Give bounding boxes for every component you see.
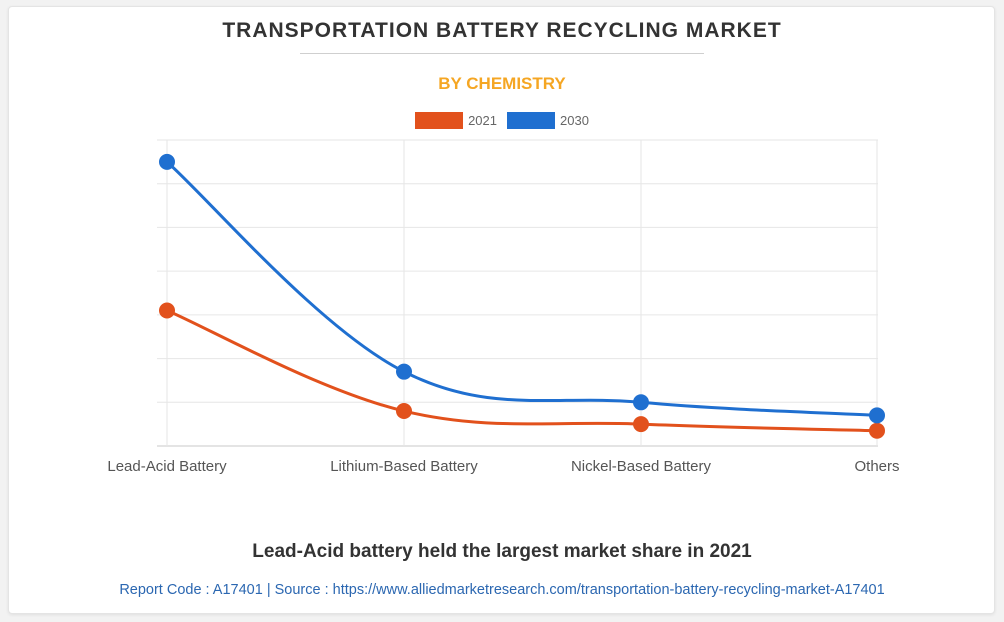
legend-label-2030: 2030: [560, 113, 589, 128]
data-point-2021-0[interactable]: [159, 302, 175, 319]
legend-label-2021: 2021: [468, 113, 497, 128]
x-tick-label: Lead-Acid Battery: [107, 458, 227, 475]
data-point-2030-1[interactable]: [396, 363, 412, 380]
chart-title: TRANSPORTATION BATTERY RECYCLING MARKET: [222, 19, 782, 42]
data-point-2030-2[interactable]: [633, 394, 649, 411]
data-point-2030-0[interactable]: [159, 153, 175, 170]
legend-swatch-2030: [507, 112, 555, 129]
grid-layer: [157, 139, 878, 447]
series-line-2021: [166, 309, 878, 433]
x-axis-labels: Lead-Acid Battery Lithium-Based Battery Ni…: [107, 458, 899, 475]
data-point-2021-2[interactable]: [633, 416, 649, 433]
legend: 2021 2030: [0, 112, 1004, 129]
data-point-2030-3[interactable]: [869, 407, 885, 424]
legend-item-2021[interactable]: 2021: [415, 112, 497, 129]
chart-caption: Lead-Acid battery held the largest marke…: [252, 541, 752, 562]
data-point-2021-3[interactable]: [869, 422, 885, 439]
series-layer: [159, 153, 885, 439]
x-tick-label: Lithium-Based Battery: [330, 458, 478, 475]
title-divider: [300, 53, 704, 54]
x-tick-label: Others: [854, 458, 899, 475]
x-tick-label: Nickel-Based Battery: [571, 458, 712, 475]
series-line-2030: [166, 160, 878, 417]
legend-item-2030[interactable]: 2030: [507, 112, 589, 129]
source-line[interactable]: Report Code : A17401 | Source : https://…: [119, 582, 885, 598]
chart-subtitle: BY CHEMISTRY: [438, 74, 566, 93]
legend-swatch-2021: [415, 112, 464, 129]
data-point-2021-1[interactable]: [396, 403, 412, 420]
